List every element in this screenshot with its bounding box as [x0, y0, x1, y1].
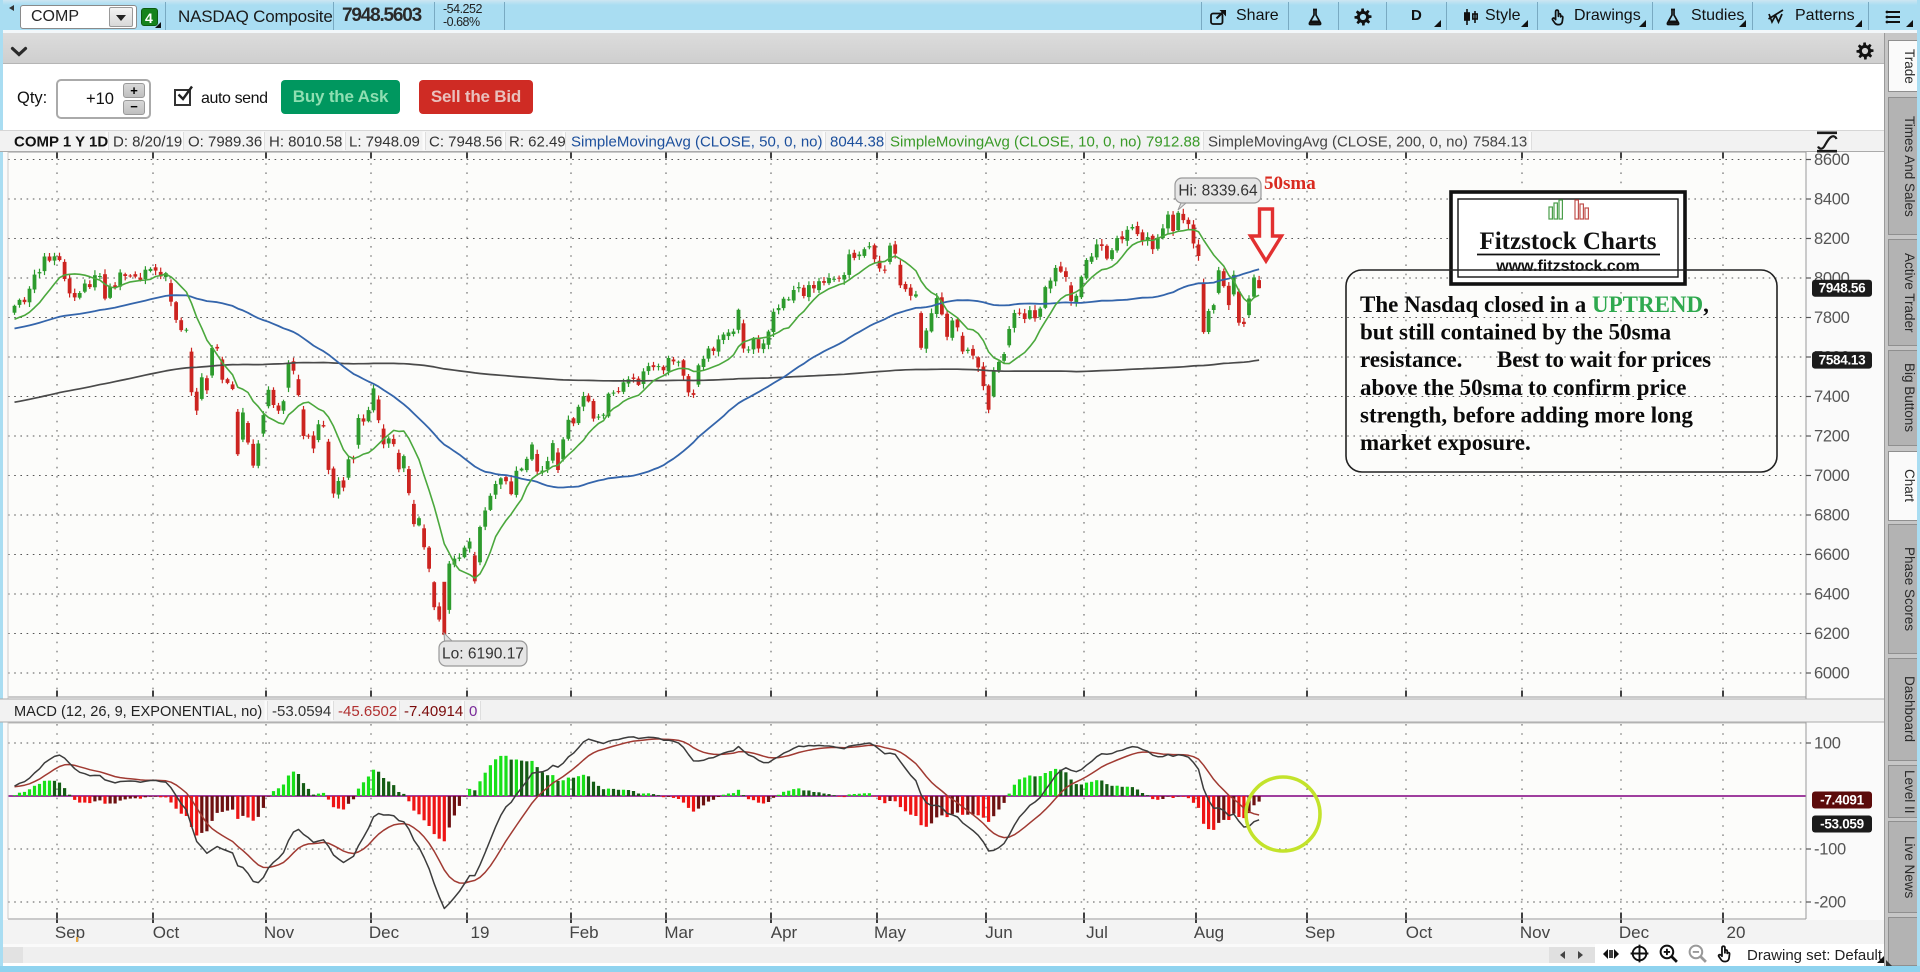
svg-text:Fitzstock Charts: Fitzstock Charts [1479, 228, 1656, 255]
svg-text:0: 0 [469, 703, 477, 720]
svg-text:8400: 8400 [1814, 191, 1850, 209]
svg-text:Oct: Oct [153, 923, 180, 942]
svg-text:strength, before adding more l: strength, before adding more long [1360, 402, 1693, 427]
svg-text:Sep: Sep [55, 923, 85, 942]
svg-text:D: 8/20/19: D: 8/20/19 [113, 134, 182, 151]
svg-text:6600: 6600 [1814, 546, 1850, 564]
svg-text:Apr: Apr [771, 923, 798, 942]
svg-text:-7.40914: -7.40914 [404, 703, 463, 720]
svg-text:SimpleMovingAvg (CLOSE, 10, 0,: SimpleMovingAvg (CLOSE, 10, 0, no) [890, 134, 1142, 151]
svg-text:7912.88: 7912.88 [1146, 134, 1200, 151]
svg-text:100: 100 [1814, 735, 1841, 753]
svg-text:6000: 6000 [1814, 665, 1850, 683]
svg-text:Feb: Feb [569, 923, 598, 942]
svg-text:May: May [874, 923, 907, 942]
svg-text:R: 62.49: R: 62.49 [509, 134, 566, 151]
svg-text:above the 50sma to confirm pri: above the 50sma to confirm price [1360, 375, 1686, 400]
svg-text:Hi: 8339.64: Hi: 8339.64 [1178, 183, 1258, 200]
svg-text:Nov: Nov [1520, 923, 1551, 942]
svg-text:Nov: Nov [264, 923, 295, 942]
svg-text:resistance. Best to wait: resistance. Best to wait for prices [1360, 347, 1711, 372]
svg-text:-200: -200 [1814, 894, 1846, 912]
svg-text:7584.13: 7584.13 [1473, 134, 1527, 151]
svg-text:7000: 7000 [1814, 467, 1850, 485]
svg-text:COMP 1 Y 1D: COMP 1 Y 1D [14, 134, 108, 151]
svg-text:50sma: 50sma [1264, 173, 1316, 194]
svg-text:Sep: Sep [1305, 923, 1335, 942]
svg-text:Dec: Dec [1619, 923, 1650, 942]
svg-text:Aug: Aug [1194, 923, 1224, 942]
svg-text:www.fitzstock.com: www.fitzstock.com [1495, 258, 1639, 275]
svg-text:Dec: Dec [369, 923, 400, 942]
svg-text:6800: 6800 [1814, 507, 1850, 525]
svg-text:C: 7948.56: C: 7948.56 [429, 134, 502, 151]
svg-text:7400: 7400 [1814, 388, 1850, 406]
svg-text:7948.56: 7948.56 [1819, 281, 1866, 296]
svg-text:8600: 8600 [1814, 151, 1850, 169]
svg-text:20: 20 [1727, 923, 1746, 942]
svg-text:MACD (12, 26, 9, EXPONENTIAL,: MACD (12, 26, 9, EXPONENTIAL, no) [14, 704, 262, 720]
svg-text:-45.6502: -45.6502 [338, 703, 397, 720]
svg-text:6400: 6400 [1814, 586, 1850, 604]
svg-text:6200: 6200 [1814, 625, 1850, 643]
svg-text:19: 19 [471, 923, 490, 942]
svg-text:The Nasdaq closed in a UPTREND: The Nasdaq closed in a UPTREND, [1360, 292, 1709, 317]
svg-text:Jun: Jun [985, 923, 1012, 942]
svg-text:H: 8010.58: H: 8010.58 [269, 134, 342, 151]
svg-text:SimpleMovingAvg (CLOSE, 50, 0,: SimpleMovingAvg (CLOSE, 50, 0, no) [571, 134, 823, 151]
svg-text:7584.13: 7584.13 [1819, 353, 1866, 368]
svg-text:market exposure.: market exposure. [1360, 430, 1531, 455]
svg-text:8044.38: 8044.38 [830, 134, 884, 151]
svg-text:Lo: 6190.17: Lo: 6190.17 [442, 646, 524, 663]
svg-text:7800: 7800 [1814, 309, 1850, 327]
svg-text:7200: 7200 [1814, 428, 1850, 446]
svg-text:-7.4091: -7.4091 [1820, 793, 1864, 808]
svg-text:but still contained by the 50s: but still contained by the 50sma [1360, 320, 1672, 345]
svg-text:-53.0594: -53.0594 [272, 703, 331, 720]
svg-text:L: 7948.09: L: 7948.09 [349, 134, 420, 151]
svg-text:Oct: Oct [1406, 923, 1433, 942]
svg-text:Mar: Mar [664, 923, 694, 942]
svg-text:-100: -100 [1814, 841, 1846, 859]
svg-text:Jul: Jul [1086, 923, 1108, 942]
svg-text:O: 7989.36: O: 7989.36 [188, 134, 262, 151]
svg-text:SimpleMovingAvg (CLOSE, 200, 0: SimpleMovingAvg (CLOSE, 200, 0, no) [1208, 134, 1468, 151]
svg-text:8200: 8200 [1814, 230, 1850, 248]
svg-text:-53.059: -53.059 [1820, 817, 1864, 832]
